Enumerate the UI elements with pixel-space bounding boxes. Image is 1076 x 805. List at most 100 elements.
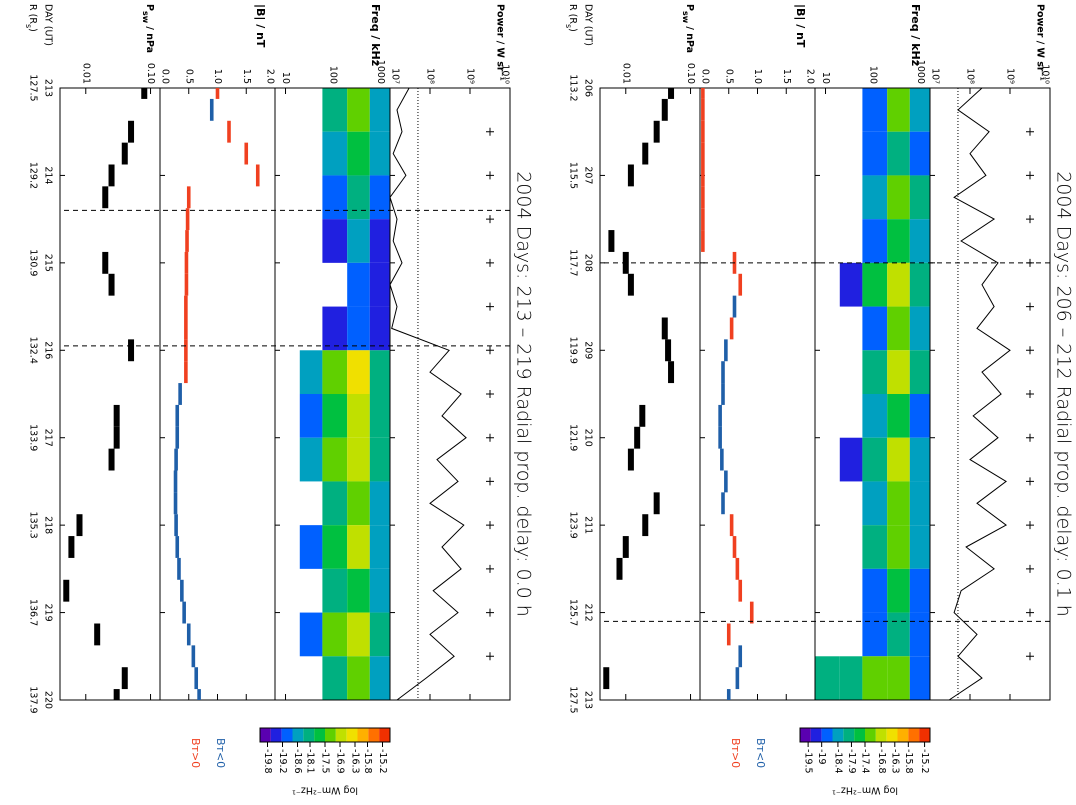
bfield-mark	[184, 317, 188, 340]
psw-mark	[102, 186, 109, 209]
colorbar-swatch	[357, 728, 369, 742]
plus-marker	[486, 433, 494, 442]
power-line	[948, 87, 1011, 701]
spectrogram-cell	[369, 437, 390, 482]
bfield-mark	[177, 557, 181, 580]
colorbar-tick-label: -15.2	[377, 749, 388, 774]
colorbar-tick-label: -15.8	[903, 749, 914, 774]
bfield-mark	[184, 339, 188, 362]
spectrogram-cell	[322, 437, 348, 482]
spectrogram-cell	[887, 568, 910, 613]
axis-title: Freq / kHz	[369, 4, 382, 66]
spectrogram-cell	[887, 437, 910, 482]
x-tick-label: 218	[43, 516, 54, 534]
colorbar-swatch	[810, 728, 822, 742]
colorbar-tick-label: -18.1	[305, 749, 316, 774]
psw-mark	[661, 98, 668, 121]
r-tick-label: 130.9	[28, 249, 39, 276]
psw-mark	[141, 88, 148, 99]
axis-title-part: / nPa	[685, 23, 696, 53]
colorbar-swatch	[897, 728, 909, 742]
y-tick-label: 10⁸	[965, 68, 976, 84]
psw-mark	[102, 251, 109, 274]
spectrogram-cell	[862, 175, 888, 220]
bfield-mark	[194, 667, 199, 690]
spectrogram-cell	[862, 131, 888, 176]
spectrogram-cell	[862, 612, 888, 657]
r-axis-title-part: s	[564, 24, 573, 28]
colorbar-swatch	[800, 728, 811, 742]
psw-mark	[642, 142, 649, 165]
bfield-mark	[182, 601, 186, 624]
spectrogram-cell	[347, 350, 370, 394]
psw-mark	[668, 88, 675, 99]
psw-mark	[627, 448, 634, 471]
psw-mark	[128, 339, 135, 362]
spectrogram-cell	[347, 262, 370, 307]
spectrogram-cell	[909, 525, 930, 569]
bfield-mark	[215, 88, 220, 99]
spectrogram-cell	[909, 481, 930, 526]
colorbar-swatch	[886, 728, 898, 742]
r-tick-label: 129.2	[28, 162, 39, 189]
psw-mark	[642, 514, 649, 537]
axis-title-part: sw	[141, 11, 150, 24]
bfield-mark	[173, 470, 178, 493]
bfield-mark	[186, 623, 191, 646]
x-tick-label: 213	[43, 79, 54, 97]
psw-mark	[94, 623, 101, 646]
r-tick-label: 117.7	[568, 249, 579, 276]
psw-mark	[68, 536, 75, 558]
y-tick-label: 10¹⁰	[500, 64, 511, 84]
axis-title: Power / W sr⁻¹	[1035, 4, 1046, 81]
psw-mark	[661, 317, 668, 340]
spectrogram-cell	[839, 437, 863, 482]
plus-marker	[486, 608, 494, 617]
plus-marker	[1026, 433, 1034, 442]
spectrogram-cell	[862, 437, 888, 482]
spectrogram-cell	[347, 394, 370, 438]
spectrogram-cell	[369, 568, 390, 613]
psw-mark	[653, 492, 660, 515]
colorbar-tick-label: -19	[816, 749, 827, 765]
spectrogram-cell	[862, 568, 888, 613]
colorbar-swatch	[303, 728, 315, 742]
plus-marker	[1026, 521, 1034, 530]
r-axis-title-part: )	[28, 28, 39, 32]
spectrogram-cell	[887, 175, 910, 220]
spectrogram-cell	[887, 219, 910, 263]
spectrogram-cell	[299, 437, 323, 482]
panel-frame	[699, 87, 816, 701]
spectrogram-cell	[299, 350, 323, 394]
legend-label: Bᴛ<0	[754, 738, 767, 768]
bfield-mark	[701, 88, 705, 99]
plus-marker	[486, 127, 494, 136]
bfield-mark	[718, 426, 722, 449]
bfield-mark	[244, 142, 249, 165]
bfield-mark	[724, 339, 728, 362]
plus-marker	[1026, 215, 1034, 224]
x-tick-label: 214	[43, 166, 54, 184]
spectrogram-cell	[887, 131, 910, 176]
r-tick-label: 123.9	[568, 512, 579, 539]
bfield-mark	[178, 383, 182, 405]
psw-mark	[665, 339, 672, 362]
psw-mark	[113, 689, 120, 700]
colorbar-swatch	[864, 728, 876, 742]
plus-marker	[486, 390, 494, 398]
colorbar-swatch	[821, 728, 833, 742]
bfield-mark	[721, 361, 725, 384]
spectrogram-cell	[814, 656, 840, 700]
psw-mark	[113, 426, 120, 449]
y-tick-label: 0.10	[145, 63, 156, 84]
psw-mark	[121, 142, 128, 165]
bfield-mark	[255, 164, 260, 187]
rotated-frame: 2004 Days: 206 – 212 Radial prop. delay:…	[24, 4, 1075, 796]
bfield-mark	[738, 645, 743, 668]
y-tick-label: 10⁹	[465, 68, 476, 84]
r-tick-label: 137.9	[28, 686, 39, 713]
psw-mark	[608, 230, 615, 252]
spectrogram-cell	[909, 656, 930, 700]
bfield-mark	[735, 557, 740, 580]
spectrogram-cell	[369, 88, 390, 132]
